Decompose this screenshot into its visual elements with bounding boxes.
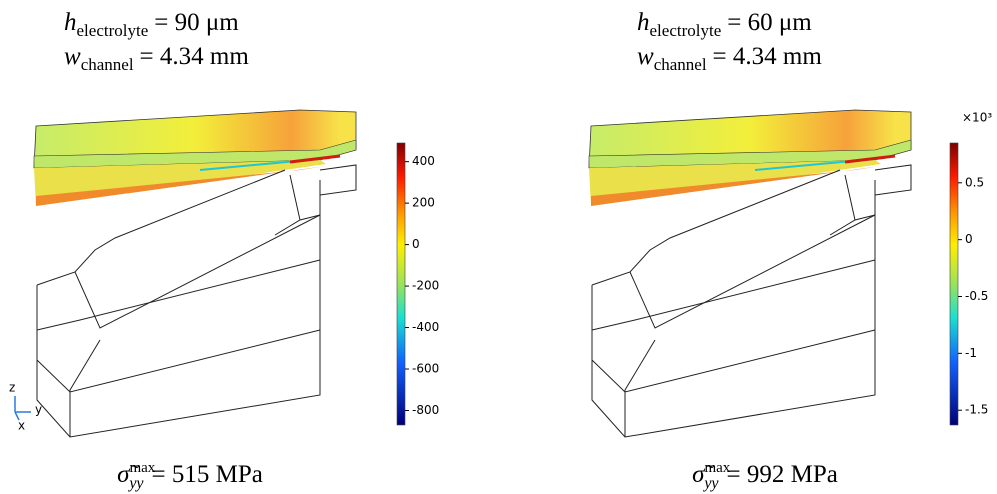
result-value: = 515 MPa bbox=[152, 461, 263, 488]
result-value: = 992 MPa bbox=[727, 461, 838, 488]
colorbar bbox=[950, 143, 958, 425]
subscript: channel bbox=[654, 55, 707, 74]
subscript: electrolyte bbox=[650, 21, 722, 40]
subscript: yy bbox=[702, 475, 719, 492]
symbol: h bbox=[637, 9, 650, 36]
symbol: w bbox=[637, 43, 654, 70]
colorbar-tick-label: 0.5 bbox=[965, 175, 984, 189]
colorbar-tick-label: 400 bbox=[412, 154, 435, 168]
colorbar-tick-label: 0 bbox=[412, 237, 420, 251]
axis-x-label: x bbox=[18, 419, 25, 433]
symbol: h bbox=[64, 9, 77, 36]
equation-value: = 4.34 mm bbox=[713, 43, 823, 70]
panel-title-line: helectrolyte = 60 μm bbox=[637, 9, 812, 40]
panel-title-line: helectrolyte = 90 μm bbox=[64, 9, 239, 40]
equation-value: = 60 μm bbox=[727, 9, 812, 36]
colorbar-tick-label: -200 bbox=[412, 279, 439, 293]
colorbar-tick-label: -600 bbox=[412, 362, 439, 376]
model-render bbox=[589, 110, 911, 437]
figure: helectrolyte= 90 μmwchannel= 4.34 mmσ̃ma… bbox=[0, 0, 997, 494]
axis-z-label: z bbox=[9, 381, 15, 395]
panel-title-line: wchannel = 4.34 mm bbox=[64, 43, 249, 74]
equation-value: = 4.34 mm bbox=[140, 43, 250, 70]
colorbar-tick-label: 0 bbox=[965, 232, 973, 246]
subscript: yy bbox=[127, 475, 144, 492]
panel-title-line: wchannel = 4.34 mm bbox=[637, 43, 822, 74]
colorbar-tick-label: -1 bbox=[965, 346, 977, 360]
colorbar bbox=[397, 143, 405, 425]
symbol: w bbox=[64, 43, 81, 70]
subscript: electrolyte bbox=[77, 21, 149, 40]
subscript: channel bbox=[81, 55, 134, 74]
colorbar-tick-label: -1.5 bbox=[965, 403, 988, 417]
colorbar-tick-label: -400 bbox=[412, 320, 439, 334]
colorbar-multiplier: ×10³ bbox=[962, 111, 992, 125]
colorbar-tick-label: -0.5 bbox=[965, 289, 988, 303]
equation-value: = 90 μm bbox=[154, 9, 239, 36]
model-render bbox=[34, 110, 356, 437]
colorbar-tick-label: -800 bbox=[412, 403, 439, 417]
colorbar-tick-label: 200 bbox=[412, 196, 435, 210]
axis-y-label: y bbox=[35, 403, 42, 417]
